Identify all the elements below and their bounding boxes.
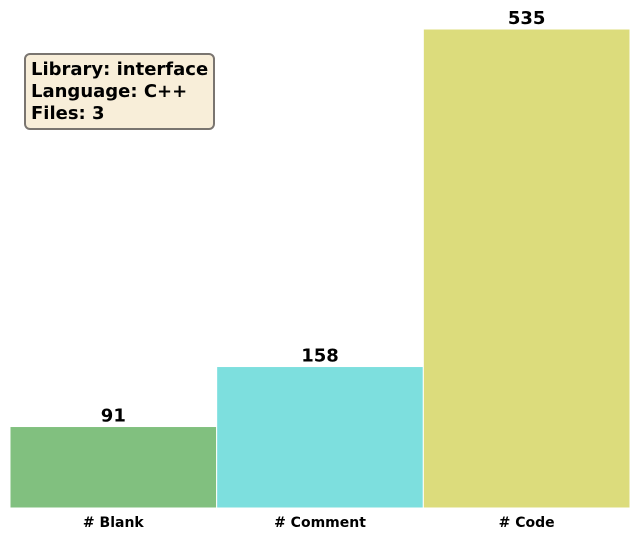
x-tick-label-blank: # Blank (83, 515, 144, 531)
bar-code (422, 28, 631, 509)
value-label-blank: 91 (101, 406, 126, 427)
x-tick-label-code: # Code (499, 515, 555, 531)
info-library-line: Library: interface (31, 59, 209, 80)
value-labels-layer: 91 158 535 (101, 8, 546, 427)
bar-comment (216, 366, 424, 509)
value-label-code: 535 (508, 8, 546, 29)
info-files-line: Files: 3 (31, 103, 105, 124)
info-language-line: Language: C++ (31, 81, 188, 102)
x-tick-labels-layer: # Blank # Comment # Code (83, 515, 555, 531)
value-label-comment: 158 (301, 346, 339, 367)
bars-layer (9, 28, 631, 509)
bar-blank (9, 426, 218, 509)
x-tick-label-comment: # Comment (274, 515, 366, 531)
info-box: Library: interface Language: C++ Files: … (24, 53, 216, 130)
